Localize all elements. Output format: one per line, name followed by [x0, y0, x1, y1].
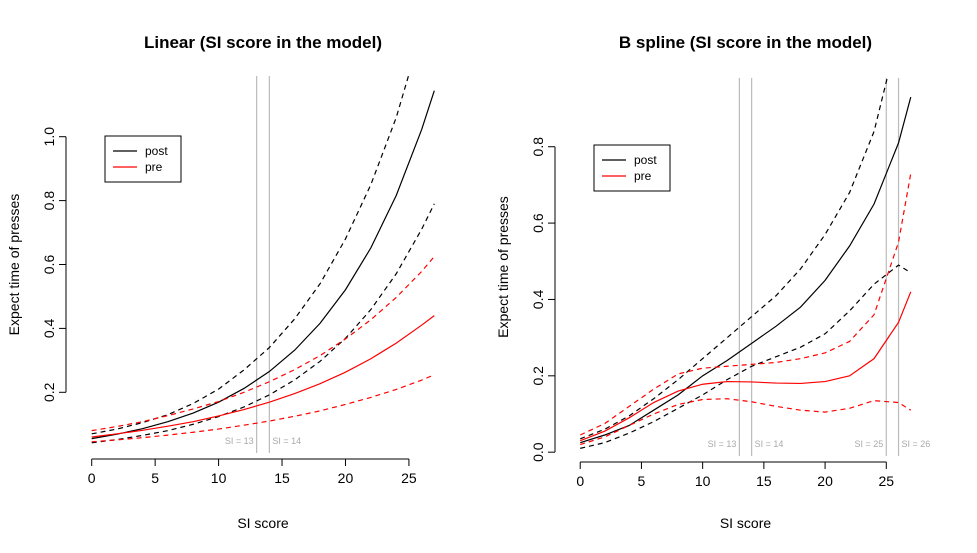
y-tick-label: 0.4 [41, 318, 57, 338]
x-tick-label: 25 [879, 473, 895, 489]
series-group [91, 76, 435, 444]
y-axis-label: Expect time of presses [495, 196, 511, 338]
y-tick-label: 1.0 [41, 127, 57, 147]
y-tick-label: 0.0 [530, 442, 546, 462]
reference-label: SI = 14 [272, 436, 301, 446]
reference-label: SI = 14 [755, 439, 784, 449]
lower-band [580, 398, 912, 446]
upper-band [91, 76, 410, 435]
legend-label: pre [145, 160, 163, 174]
x-tick-label: 0 [88, 470, 96, 486]
x-axis-label: SI score [720, 515, 772, 531]
reference-label: SI = 13 [708, 439, 737, 449]
legend-label: post [145, 144, 168, 158]
chart-title: B spline (SI score in the model) [619, 33, 872, 52]
upper-band [580, 78, 888, 440]
upper-band [91, 256, 435, 432]
legend-box [593, 144, 671, 192]
x-tick-label: 15 [274, 470, 290, 486]
legend-box [104, 135, 182, 183]
y-tick-label: 0.2 [530, 366, 546, 386]
legend: post pre [104, 135, 182, 183]
y-tick-label: 0.4 [530, 290, 546, 310]
x-tick-label: 25 [401, 470, 417, 486]
y-tick-label: 0.8 [41, 191, 57, 211]
y-tick-label: 0.2 [41, 382, 57, 402]
x-tick-label: 10 [211, 470, 227, 486]
legend: post pre [593, 144, 671, 192]
x-tick-label: 20 [817, 473, 833, 489]
x-tick-label: 5 [638, 473, 646, 489]
x-tick-label: 10 [695, 473, 711, 489]
x-tick-label: 5 [151, 470, 159, 486]
x-axis-label: SI score [237, 515, 289, 531]
lower-band [91, 203, 435, 444]
legend-label: post [634, 153, 657, 167]
y-axis-label: Expect time of presses [6, 194, 22, 336]
line [580, 291, 912, 442]
x-tick-label: 15 [756, 473, 772, 489]
x-tick-label: 0 [576, 473, 584, 489]
upper-band [579, 173, 912, 436]
lower-band [91, 374, 435, 443]
y-tick-label: 0.8 [530, 137, 546, 157]
reference-label: SI = 26 [902, 439, 931, 449]
line [91, 315, 435, 438]
reference-label: SI = 13 [225, 436, 254, 446]
legend-label: pre [634, 169, 652, 183]
series-group [579, 78, 912, 449]
x-tick-label: 20 [338, 470, 354, 486]
reference-label: SI = 25 [855, 439, 884, 449]
line [91, 90, 435, 440]
lower-band [580, 264, 912, 449]
y-tick-label: 0.6 [41, 255, 57, 275]
y-tick-label: 0.6 [530, 213, 546, 233]
line [580, 96, 912, 444]
chart-title: Linear (SI score in the model) [144, 33, 382, 52]
